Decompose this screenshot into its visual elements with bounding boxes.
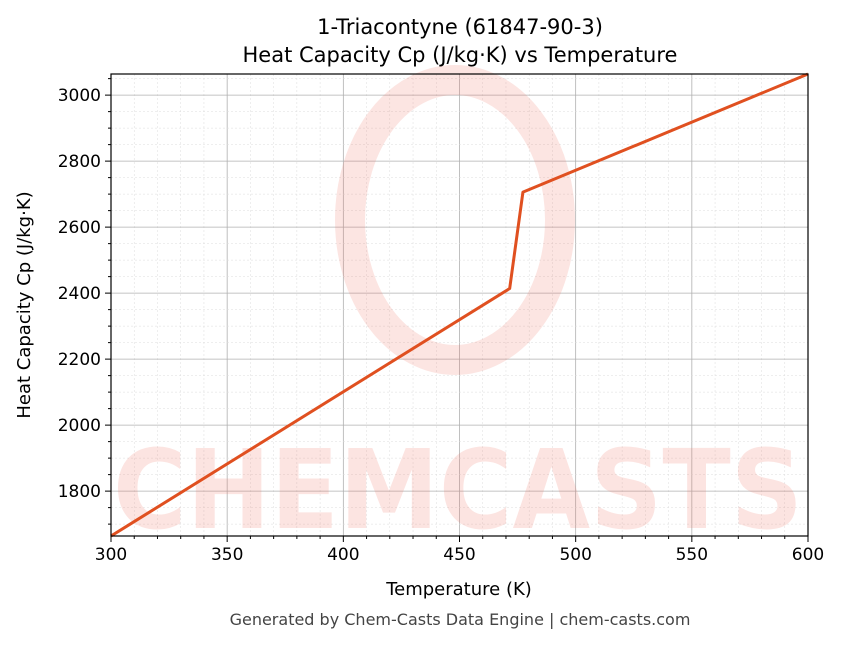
y-tick-label: 2200 — [58, 350, 101, 370]
watermark: CHEMCASTS — [113, 65, 803, 554]
y-tick-label: 2800 — [58, 152, 101, 172]
series-line-cp — [110, 72, 809, 538]
x-tick-label: 500 — [559, 545, 591, 565]
y-tick-label: 2000 — [58, 416, 101, 436]
svg-text:CHEMCASTS: CHEMCASTS — [113, 426, 803, 554]
y-tick-label: 1800 — [58, 482, 101, 502]
y-tick-label: 2400 — [58, 284, 101, 304]
chart-title: 1-Triacontyne (61847-90-3) — [317, 15, 603, 39]
x-tick-label: 350 — [211, 545, 243, 565]
y-axis-label: Heat Capacity Cp (J/kg·K) — [14, 191, 35, 418]
x-tick-label: 550 — [676, 545, 708, 565]
x-tick-label: 450 — [443, 545, 475, 565]
footer: Generated by Chem-Casts Data Engine | ch… — [230, 610, 691, 629]
x-tick-label: 400 — [327, 545, 359, 565]
x-tick-label: 300 — [95, 545, 127, 565]
chart-subtitle: Heat Capacity Cp (J/kg·K) vs Temperature — [243, 43, 678, 67]
y-tick-label: 3000 — [58, 86, 101, 106]
y-tick-label: 2600 — [58, 218, 101, 238]
x-tick-label: 600 — [792, 545, 824, 565]
x-axis-label: Temperature (K) — [385, 579, 532, 600]
